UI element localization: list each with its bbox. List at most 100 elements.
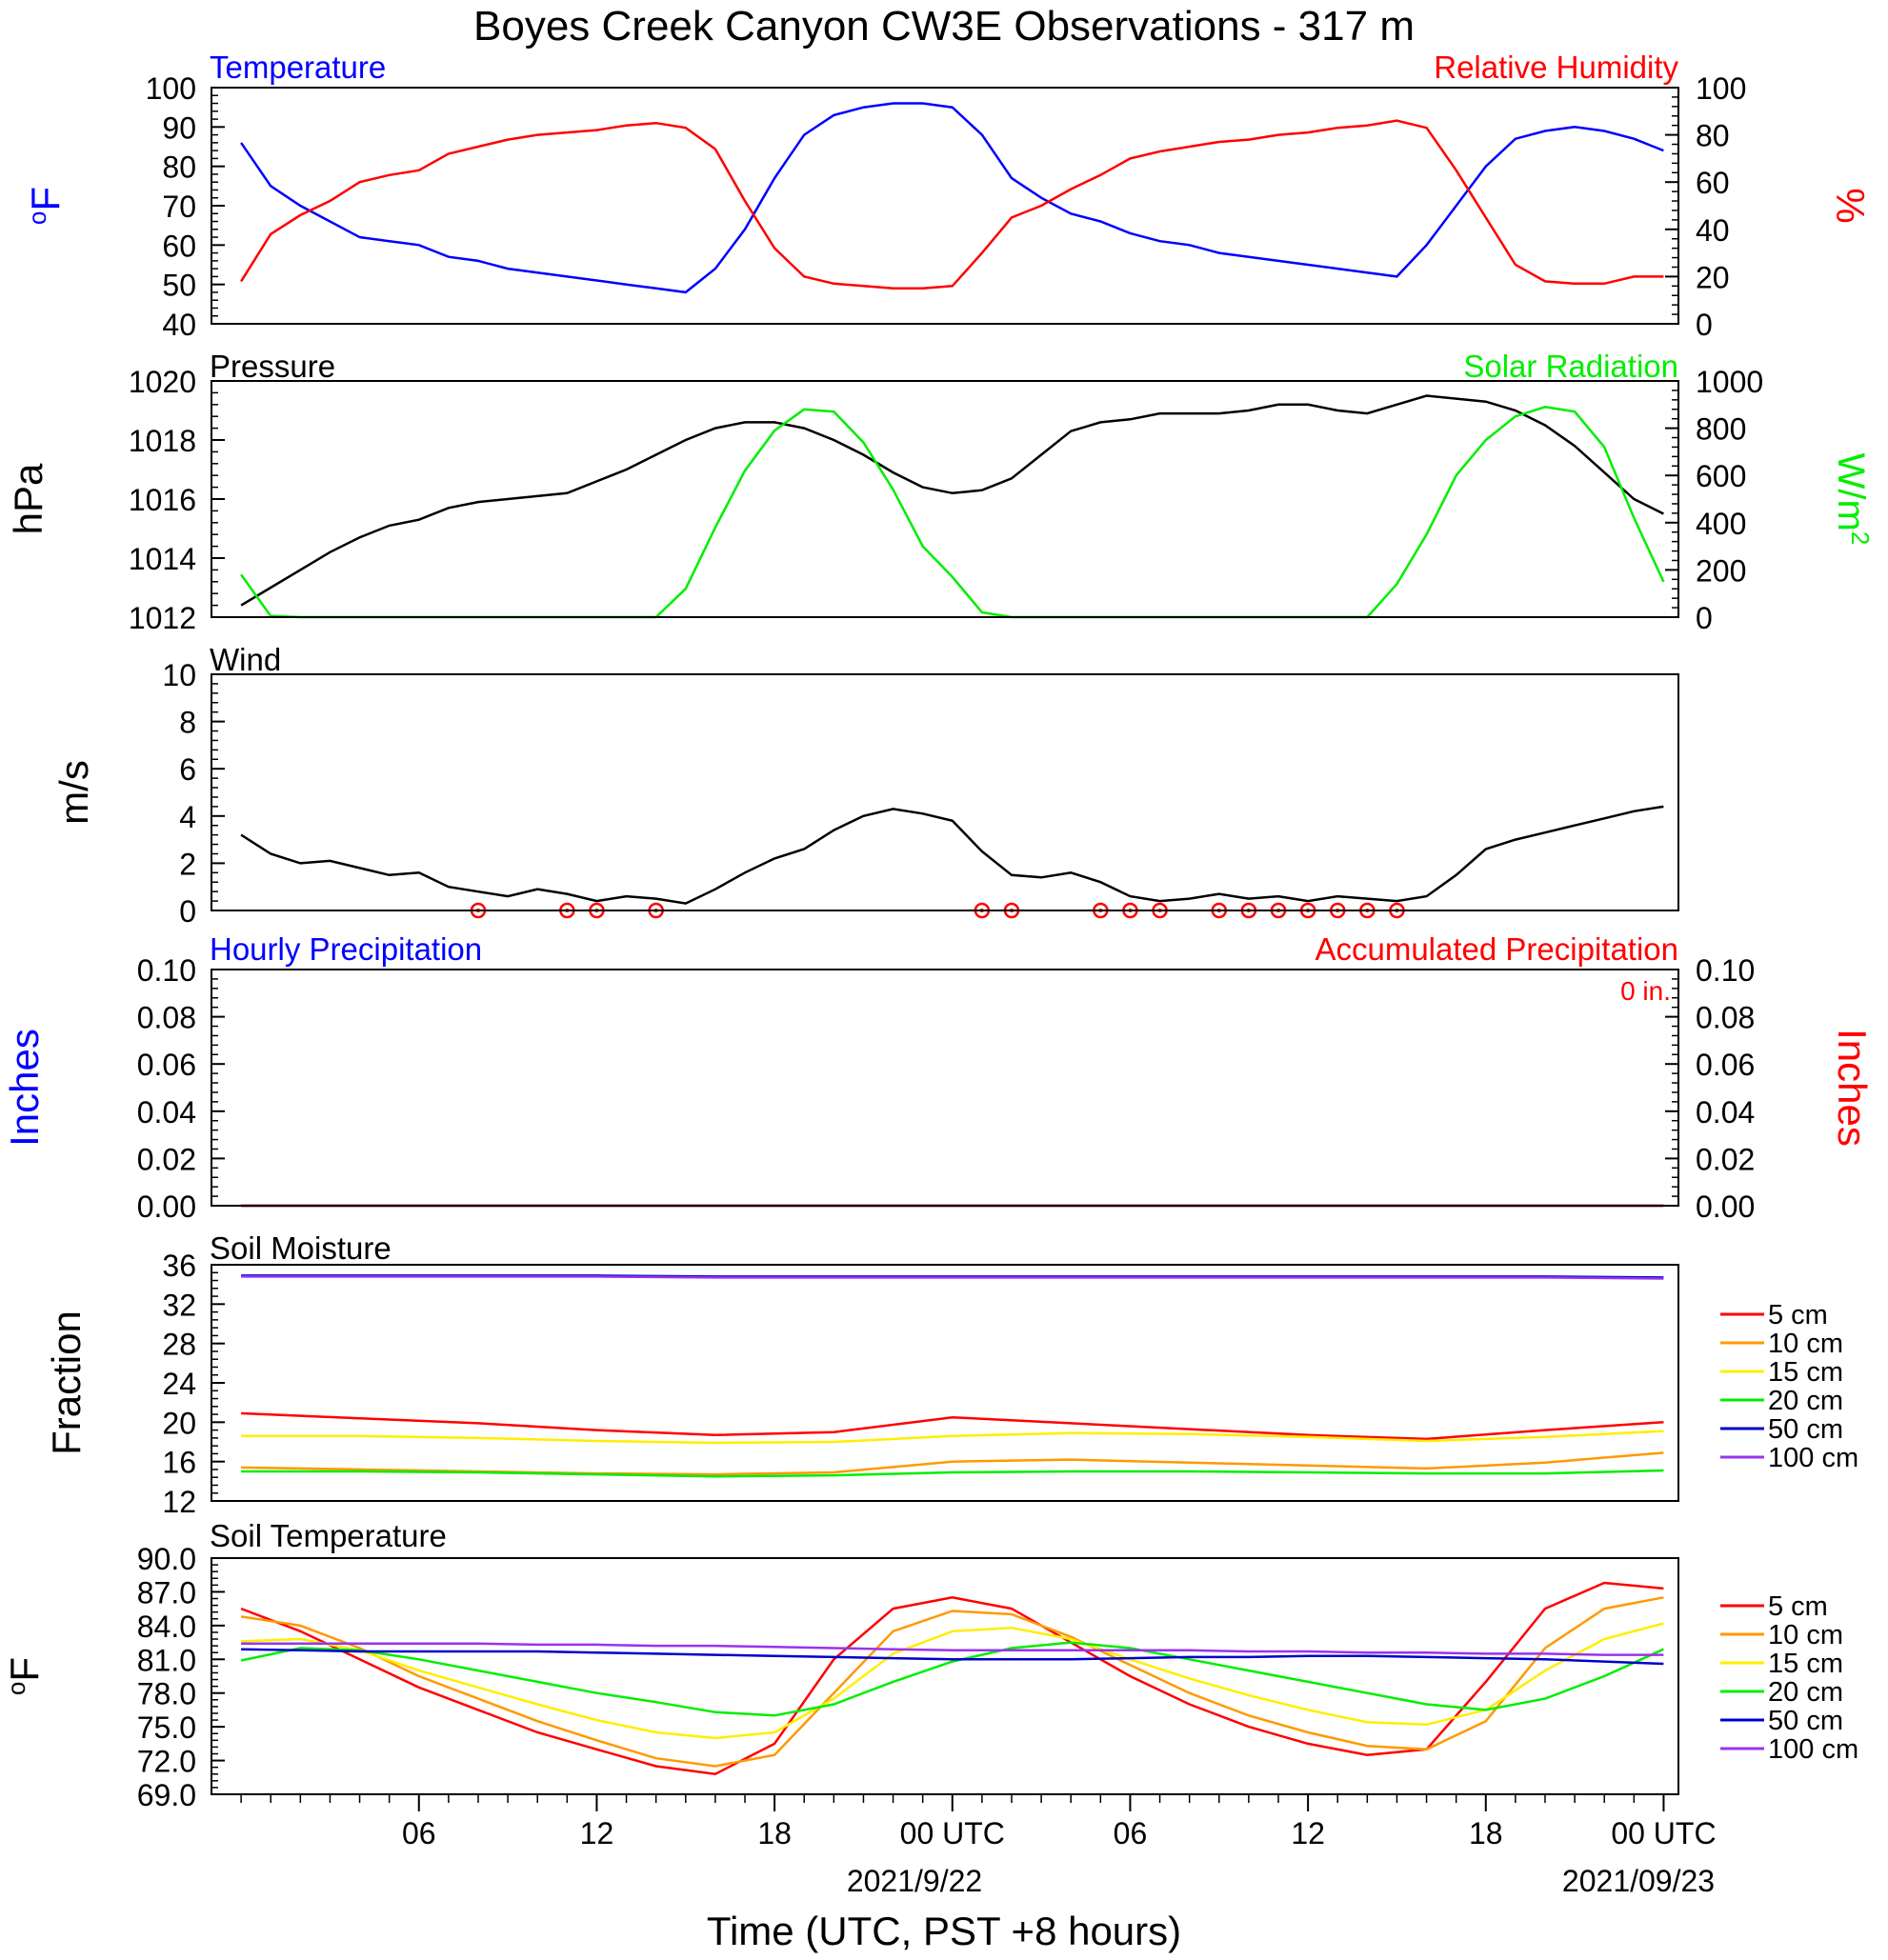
series-line-20-cm: [241, 1469, 1664, 1478]
legend-label: 50 cm: [1768, 1414, 1843, 1445]
series-line-solar-radiation: [240, 406, 1665, 619]
y-tick-label: 40: [1696, 213, 1730, 248]
y-tick-label: 80: [162, 150, 196, 185]
precip-frame: [211, 969, 1679, 1207]
figure-title: Boyes Creek Canyon CW3E Observations - 3…: [473, 3, 1415, 50]
legend-label: 15 cm: [1768, 1357, 1843, 1388]
legend-label: 100 cm: [1768, 1443, 1858, 1473]
y-tick-label: 0: [179, 894, 196, 929]
y-tick-label: 40: [162, 308, 196, 342]
y-tick-label: 0.02: [137, 1142, 196, 1176]
y-tick-label: 90.0: [137, 1542, 196, 1576]
y-tick-label: 87.0: [137, 1575, 196, 1610]
series-line-5-cm: [241, 1411, 1664, 1441]
y-tick-label: 1020: [129, 365, 196, 399]
y-tick-label: 81.0: [137, 1643, 196, 1677]
pressure-title: Pressure: [210, 349, 335, 384]
accum-precip-ylabel: Inches: [1830, 1029, 1875, 1147]
accum-precip-total: 0 in.: [1620, 976, 1671, 1006]
y-tick-label: 100: [146, 71, 196, 106]
rh-title: Relative Humidity: [1434, 50, 1678, 85]
y-tick-label: 36: [162, 1249, 196, 1283]
soil-temperature-ylabel: oF: [2, 1657, 47, 1695]
y-tick-label: 1012: [129, 601, 196, 635]
series-line-10-cm: [240, 1596, 1664, 1768]
y-tick-label: 75.0: [137, 1710, 196, 1745]
accum-precip-title: Accumulated Precipitation: [1315, 931, 1678, 967]
y-tick-label: 100: [1696, 71, 1746, 106]
soil-moisture-plot: [241, 1274, 1664, 1478]
temp-title: Temperature: [210, 50, 386, 85]
y-tick-label: 80: [1696, 119, 1730, 153]
y-tick-label: 0: [1696, 601, 1713, 635]
y-tick-label: 16: [162, 1446, 196, 1480]
date-label-1: 2021/9/22: [847, 1864, 982, 1898]
temp-rh-plot: [240, 102, 1664, 294]
y-tick-label: 0: [1696, 308, 1713, 342]
y-tick-label: 0.10: [1696, 953, 1755, 988]
y-tick-label: 200: [1696, 553, 1746, 588]
wind-frame: [211, 673, 1679, 911]
y-tick-label: 78.0: [137, 1677, 196, 1711]
y-tick-label: 28: [162, 1328, 196, 1362]
y-tick-label: 32: [162, 1288, 196, 1322]
legend-label: 20 cm: [1768, 1386, 1843, 1416]
x-tick-label: 06: [1114, 1816, 1148, 1850]
wind-plot: [240, 805, 1664, 919]
soil-moisture-y-axis: 36 32 28 24 20 16 12: [162, 1249, 225, 1519]
solar-title: Solar Radiation: [1463, 349, 1678, 384]
y-tick-label: 0.04: [1696, 1095, 1755, 1130]
x-tick-label: 00 UTC: [1611, 1816, 1716, 1850]
rh-ylabel: %: [1828, 188, 1873, 223]
pressure-y-axis: 1020 1018 1016 1014 1012: [129, 365, 225, 635]
y-tick-label: 60: [1696, 166, 1730, 200]
soil-moisture-ylabel: Fraction: [44, 1310, 89, 1455]
hourly-precip-y-axis: 0.10 0.08 0.06 0.04 0.02 0.00: [137, 953, 225, 1224]
series-line-wind-speed: [240, 805, 1664, 905]
soil-moisture-title: Soil Moisture: [210, 1230, 392, 1266]
y-tick-label: 600: [1696, 459, 1746, 493]
wind-y-axis: 10 8 6 4 2 0: [162, 658, 225, 929]
y-tick-label: 800: [1696, 412, 1746, 447]
hourly-precip-title: Hourly Precipitation: [210, 931, 482, 967]
series-line-pressure: [240, 394, 1664, 607]
y-tick-label: 0.06: [137, 1048, 196, 1082]
x-axis: 06 12 18 00 UTC 06 12 18 00 UTC: [240, 1794, 1717, 1850]
y-tick-label: 72.0: [137, 1745, 196, 1779]
series-line-15-cm: [241, 1622, 1664, 1740]
x-tick-label: 18: [1469, 1816, 1503, 1850]
y-tick-label: 1014: [129, 542, 196, 576]
series-line-temperature: [240, 102, 1664, 294]
y-tick-label: 0.08: [137, 1001, 196, 1035]
y-tick-label: 70: [162, 190, 196, 224]
legend-label: 5 cm: [1768, 1300, 1828, 1330]
panel-precip: Hourly Precipitation Accumulated Precipi…: [2, 931, 1875, 1224]
soil-temperature-plot: [240, 1581, 1664, 1775]
series-line-relative-humidity: [240, 119, 1664, 290]
panel-temp-rh: Temperature Relative Humidity 100 90 80 70 6…: [23, 50, 1873, 342]
series-line-15-cm: [241, 1430, 1664, 1445]
y-tick-label: 0.10: [137, 953, 196, 988]
x-tick-label: 00 UTC: [900, 1816, 1005, 1850]
temp-y-axis: 100 90 80 70 60 50 40: [146, 71, 225, 342]
panel-pressure-solar: Pressure Solar Radiation 1020 1018 1016 101…: [6, 349, 1875, 635]
soil-temperature-y-axis: 90.087.084.081.078.075.072.069.0: [137, 1542, 225, 1812]
y-tick-label: 0.00: [137, 1190, 196, 1224]
y-tick-label: 84.0: [137, 1610, 196, 1644]
y-tick-label: 24: [162, 1367, 196, 1401]
y-tick-label: 50: [162, 269, 196, 303]
series-line-100-cm: [241, 1642, 1664, 1656]
y-tick-label: 0.06: [1696, 1048, 1755, 1082]
pressure-solar-plot: [240, 394, 1665, 619]
y-tick-label: 2: [179, 847, 196, 881]
y-tick-label: 1000: [1696, 365, 1763, 399]
series-line-50-cm: [241, 1648, 1664, 1666]
soil-moisture-frame: [211, 1264, 1679, 1502]
wind-ylabel: m/s: [51, 760, 96, 825]
y-tick-label: 20: [1696, 260, 1730, 294]
soil-temperature-title: Soil Temperature: [210, 1518, 447, 1553]
y-tick-label: 1016: [129, 483, 196, 517]
temp-rh-frame: [211, 87, 1679, 325]
y-tick-label: 0.04: [137, 1095, 196, 1130]
